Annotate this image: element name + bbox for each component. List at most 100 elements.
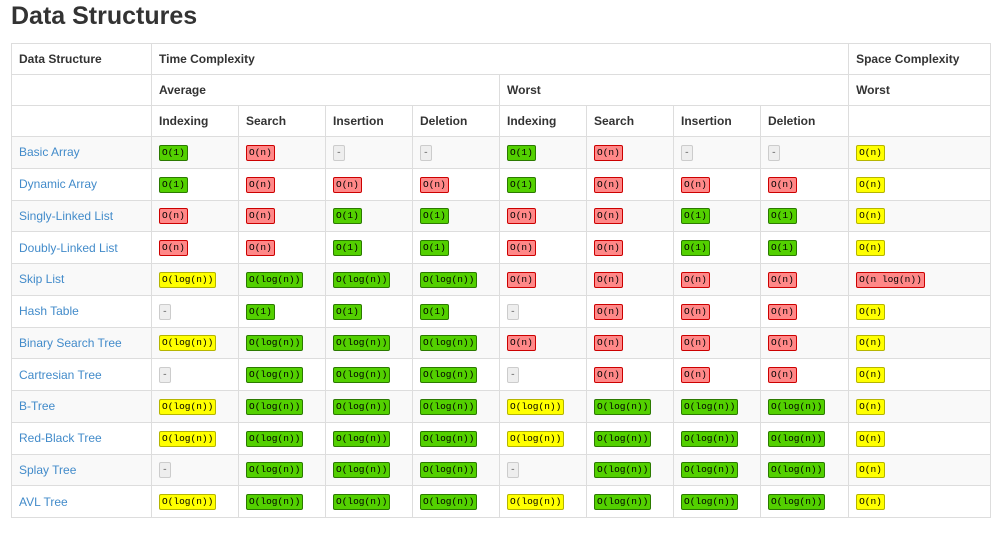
complexity-cell: O(1) [412,231,500,264]
structure-cell: AVL Tree [11,485,152,518]
complexity-badge: O(n) [246,176,275,193]
complexity-badge: O(n) [768,271,797,288]
complexity-cell: O(n) [412,167,500,201]
complexity-badge: O(n log(n)) [856,271,925,288]
complexity-badge: O(log(n)) [333,430,391,447]
complexity-cell: O(log(n)) [238,453,326,487]
table-row: AVL Tree O(log(n)) O(log(n)) O(log(n)) O(log… [11,485,992,518]
complexity-badge: O(log(n)) [246,335,304,352]
complexity-badge: O(log(n)) [420,271,478,288]
complexity-badge: O(n) [856,335,885,352]
complexity-cell: O(n) [238,136,326,169]
complexity-badge: O(n) [856,303,885,320]
complexity-cell: O(log(n)) [325,390,413,423]
complexity-badge: O(log(n)) [768,462,826,479]
structure-cell: Binary Search Tree [11,326,152,360]
complexity-cell: O(log(n)) [412,485,500,518]
complexity-cell: O(n) [673,167,761,201]
complexity-cell: O(log(n)) [673,421,761,455]
structure-cell: Hash Table [11,294,152,328]
complexity-badge: O(1) [333,208,362,225]
complexity-cell: O(1) [412,199,500,233]
complexity-badge: - [507,462,519,479]
complexity-badge: O(log(n)) [420,430,478,447]
table-row: Splay Tree - O(log(n)) O(log(n)) O(log(n)) - O… [11,453,992,487]
complexity-badge: O(log(n)) [507,430,565,447]
table-head: Data Structure Time Complexity Space Com… [11,43,992,137]
complexity-cell: O(1) [151,136,239,169]
complexity-cell: O(n) [586,136,674,169]
complexity-cell: O(n) [586,167,674,201]
complexity-badge: O(1) [159,144,188,161]
complexity-cell: O(n) [848,421,992,455]
complexity-badge: O(n) [594,271,623,288]
complexity-cell: O(n) [759,326,850,360]
complexity-badge: O(1) [420,303,449,320]
header-cell: Deletion [759,105,850,137]
complexity-cell: O(n) [586,326,674,360]
complexity-badge: O(log(n)) [420,367,478,384]
complexity-badge: O(n) [594,303,623,320]
complexity-cell: - [499,358,587,391]
table-row: Cartresian Tree - O(log(n)) O(log(n)) O(log(… [11,358,992,391]
complexity-cell: O(1) [759,231,850,264]
complexity-cell: - [499,453,587,487]
complexity-badge: O(n) [681,303,710,320]
complexity-cell: O(log(n)) [325,263,413,296]
complexity-badge: O(n) [246,240,275,257]
structure-cell: Dynamic Array [11,167,152,201]
structure-cell: Basic Array [11,136,152,169]
complexity-badge: O(log(n)) [246,462,304,479]
complexity-cell: O(n) [848,136,992,169]
complexity-badge: O(1) [333,303,362,320]
table-row: B-Tree O(log(n)) O(log(n)) O(log(n)) O(log(n… [11,390,992,423]
complexity-cell: O(n) [499,231,587,264]
complexity-badge: O(log(n)) [333,271,391,288]
table-row: Singly-Linked List O(n) O(n) O(1) O(1) O(n) O(… [11,199,992,233]
complexity-cell: O(n) [151,199,239,233]
complexity-badge: O(n) [856,144,885,161]
complexity-badge: O(log(n)) [246,271,304,288]
complexity-badge: O(1) [159,176,188,193]
structure-name: Dynamic Array [19,177,98,192]
complexity-badge: O(n) [856,430,885,447]
complexity-badge: O(log(n)) [333,494,391,511]
complexity-cell: - [499,294,587,328]
complexity-cell: O(n) [848,167,992,201]
header-cell: Data Structure [11,43,152,75]
complexity-badge: - [159,462,171,479]
complexity-badge: - [507,303,519,320]
complexity-cell: O(1) [759,199,850,233]
complexity-cell: O(log(n)) [325,326,413,360]
complexity-badge: O(1) [681,240,710,257]
complexity-badge: O(log(n)) [333,335,391,352]
complexity-cell: O(log(n)) [238,358,326,391]
complexity-cell: O(n) [499,263,587,296]
complexity-badge: O(1) [246,303,275,320]
complexity-cell: O(log(n)) [325,421,413,455]
structure-name: Skip List [19,272,65,287]
structure-name: AVL Tree [19,494,68,509]
complexity-badge: O(n) [681,335,710,352]
complexity-cell: O(n) [848,358,992,391]
complexity-badge: O(n) [159,240,188,257]
complexity-cell: O(log(n)) [325,358,413,391]
complexity-badge: O(n) [507,208,536,225]
complexity-cell: O(log(n)) [238,263,326,296]
complexity-cell: O(n) [586,231,674,264]
complexity-cell: O(log(n)) [673,485,761,518]
complexity-cell: - [325,136,413,169]
complexity-cell: O(n) [848,326,992,360]
complexity-cell: O(n) [848,453,992,487]
complexity-cell: O(1) [673,199,761,233]
structure-cell: B-Tree [11,390,152,423]
complexity-cell: O(log(n)) [412,421,500,455]
complexity-badge: O(log(n)) [333,367,391,384]
complexity-cell: O(log(n)) [499,421,587,455]
complexity-badge: O(log(n)) [681,430,739,447]
complexity-cell: O(log(n)) [586,485,674,518]
complexity-cell: O(n) [759,167,850,201]
structure-name: Hash Table [19,304,79,319]
complexity-cell: - [151,358,239,391]
complexity-badge: - [333,144,345,161]
